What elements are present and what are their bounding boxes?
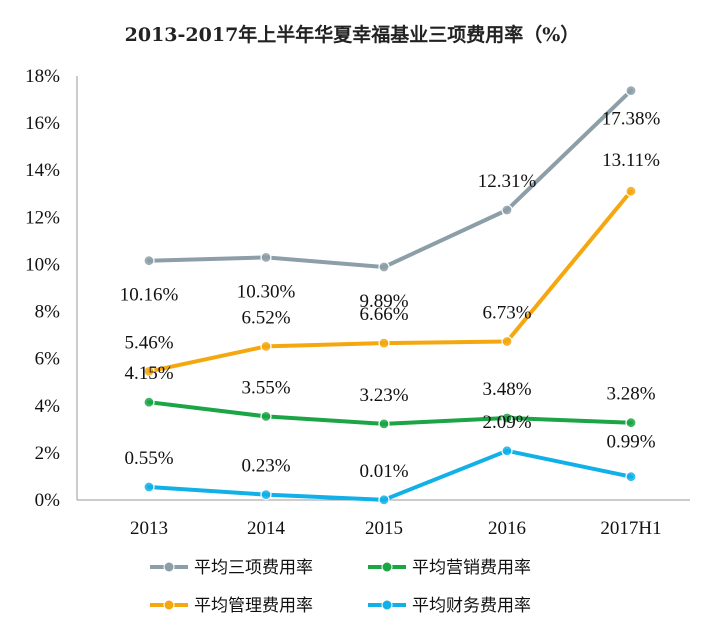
data-point [625, 471, 637, 483]
data-label: 3.28% [606, 384, 655, 405]
data-label: 2.09% [482, 412, 531, 433]
data-point [378, 337, 390, 349]
data-label: 6.73% [482, 303, 531, 324]
data-label: 0.01% [359, 461, 408, 482]
y-tick-label: 16% [25, 113, 60, 134]
data-point [501, 412, 513, 424]
data-point [143, 396, 155, 408]
legend-label: 平均管理费用率 [194, 596, 313, 616]
x-tick-label: 2013 [130, 518, 168, 539]
data-label: 3.48% [482, 379, 531, 400]
data-label: 0.55% [124, 448, 173, 469]
chart-title: 2013-2017年上半年华夏幸福基业三项费用率（%） [125, 23, 580, 46]
data-label: 5.46% [124, 332, 173, 353]
data-point [260, 489, 272, 501]
y-tick-label: 0% [35, 490, 61, 511]
data-label: 0.99% [606, 432, 655, 453]
data-point [378, 418, 390, 430]
data-label: 6.52% [241, 307, 290, 328]
y-tick-label: 4% [35, 396, 61, 417]
data-point [143, 255, 155, 267]
data-label: 6.66% [359, 304, 408, 325]
data-point [501, 445, 513, 457]
data-point [625, 417, 637, 429]
y-tick-label: 14% [25, 160, 60, 181]
data-point [260, 340, 272, 352]
data-labels: 10.16% 10.30% 9.89% 12.31% 17.38% 4.15% 3.55% 3… [120, 109, 661, 482]
y-tick-label: 6% [35, 349, 61, 370]
data-point [378, 494, 390, 506]
y-tick-label: 10% [25, 254, 60, 275]
x-axis-ticks: 2013 2014 2015 2016 2017H1 [130, 518, 662, 539]
series-points [143, 84, 637, 506]
data-point [501, 204, 513, 216]
y-axis-ticks: 0% 2% 4% 6% 8% 10% 12% 14% 16% 18% [25, 66, 60, 511]
legend-label: 平均三项费用率 [194, 558, 313, 578]
data-label: 13.11% [602, 150, 660, 171]
series-line [147, 88, 633, 269]
legend-swatch-marker [163, 599, 175, 611]
y-tick-label: 2% [35, 443, 61, 464]
data-label: 9.89% [359, 291, 408, 312]
data-point [625, 84, 637, 97]
data-label: 12.31% [478, 171, 537, 192]
data-point [143, 481, 155, 493]
data-label: 0.23% [241, 456, 290, 477]
data-label: 10.30% [237, 281, 296, 302]
x-tick-label: 2014 [247, 518, 286, 539]
data-point [625, 185, 637, 197]
legend-swatch-marker [381, 561, 393, 573]
legend-swatch-marker [163, 561, 175, 573]
data-point [260, 410, 272, 422]
legend-swatch-marker [381, 599, 393, 611]
data-point [143, 365, 155, 377]
x-tick-label: 2017H1 [600, 518, 661, 539]
data-point [501, 335, 513, 348]
data-label: 4.15% [124, 363, 173, 384]
data-label: 3.55% [241, 377, 290, 398]
data-label: 17.38% [602, 109, 661, 130]
y-tick-label: 8% [35, 302, 61, 323]
series-line [147, 189, 633, 374]
data-label: 3.23% [359, 385, 408, 406]
x-tick-label: 2015 [365, 518, 403, 539]
y-tick-label: 18% [25, 66, 60, 87]
legend-label: 平均财务费用率 [412, 596, 531, 616]
data-point [260, 251, 272, 263]
data-point [378, 261, 390, 273]
y-tick-label: 12% [25, 207, 60, 228]
legend-label: 平均营销费用率 [412, 558, 531, 578]
data-label: 10.16% [120, 285, 179, 306]
x-tick-label: 2016 [488, 518, 526, 539]
